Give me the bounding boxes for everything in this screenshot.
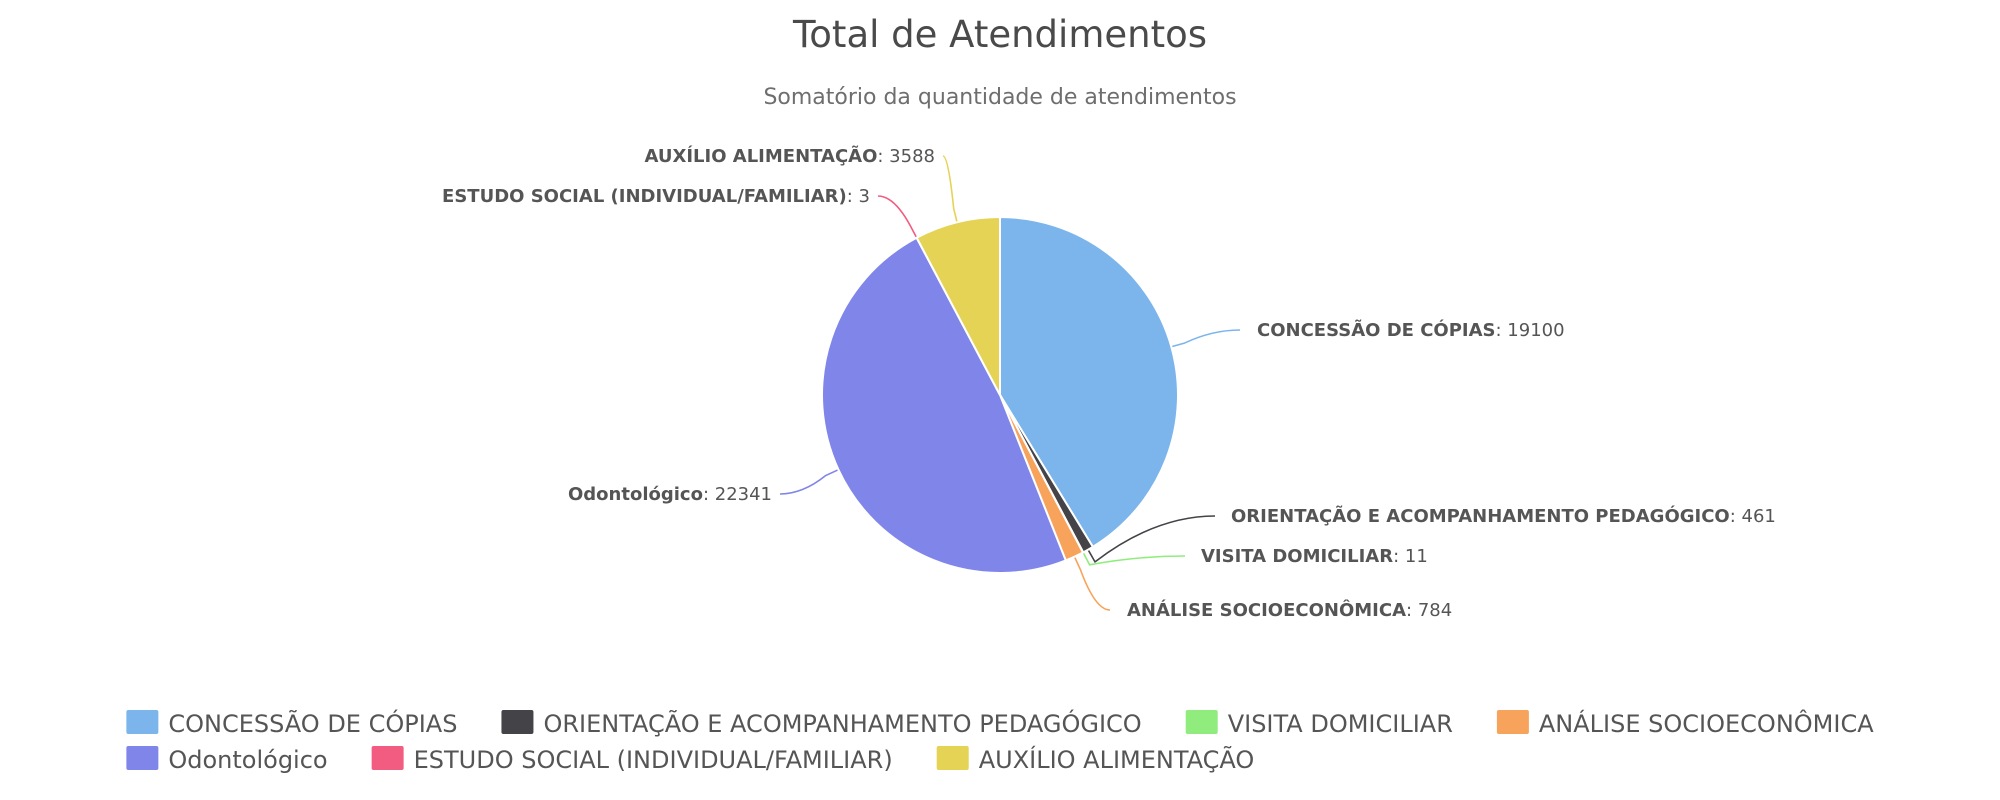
chart-title: Total de Atendimentos xyxy=(792,13,1207,56)
legend-item-auxilio-alimentacao[interactable]: AUXÍLIO ALIMENTAÇÃO xyxy=(936,744,1255,774)
connector-lines xyxy=(779,155,1241,611)
legend-label: AUXÍLIO ALIMENTAÇÃO xyxy=(979,744,1255,774)
legend-label: Odontológico xyxy=(168,746,327,774)
data-label-name: Odontológico xyxy=(568,484,703,505)
data-label-value: : 22341 xyxy=(703,484,772,505)
data-label-name: VISITA DOMICILIAR xyxy=(1201,546,1393,567)
data-label-odontologico: Odontológico: 22341 xyxy=(568,484,772,505)
data-label-concessao-de-copias: CONCESSÃO DE CÓPIAS: 19100 xyxy=(1257,318,1565,341)
data-labels: CONCESSÃO DE CÓPIAS: 19100 ORIENTAÇÃO E A… xyxy=(442,144,1776,621)
data-label-estudo-social-individual-familiar: ESTUDO SOCIAL (INDIVIDUAL/FAMILIAR): 3 xyxy=(442,186,870,207)
connector-line-orientacao-e-acompanhamento-pedagogico xyxy=(1087,515,1216,564)
legend-label: VISITA DOMICILIAR xyxy=(1228,710,1453,738)
legend-swatch xyxy=(126,710,159,734)
data-label-value: : 3588 xyxy=(877,146,935,167)
data-label-name: ESTUDO SOCIAL (INDIVIDUAL/FAMILIAR) xyxy=(442,186,847,207)
legend-item-odontologico[interactable]: Odontológico xyxy=(126,746,328,774)
legend-swatch xyxy=(501,710,534,734)
data-label-visita-domiciliar: VISITA DOMICILIAR: 11 xyxy=(1201,546,1428,567)
data-label-name: AUXÍLIO ALIMENTAÇÃO xyxy=(644,144,877,167)
pie-slice-concessao-de-copias[interactable] xyxy=(999,215,1179,549)
pie-slice-auxilio-alimentacao[interactable] xyxy=(915,215,1001,396)
data-label-name: CONCESSÃO DE CÓPIAS xyxy=(1257,318,1496,341)
data-label-auxilio-alimentacao: AUXÍLIO ALIMENTAÇÃO: 3588 xyxy=(644,144,935,167)
legend-label: CONCESSÃO DE CÓPIAS xyxy=(168,708,457,738)
pie-slice-odontologico[interactable] xyxy=(821,236,1068,575)
legend-item-visita-domiciliar[interactable]: VISITA DOMICILIAR xyxy=(1185,710,1453,738)
legend-swatch xyxy=(126,746,159,770)
connector-line-concessao-de-copias xyxy=(1171,329,1241,348)
legend-label: ORIENTAÇÃO E ACOMPANHAMENTO PEDAGÓGICO xyxy=(543,708,1141,738)
data-label-value: : 19100 xyxy=(1496,320,1565,341)
data-label-name: ANÁLISE SOCIOECONÔMICA xyxy=(1127,599,1406,621)
chart-legend: CONCESSÃO DE CÓPIAS ORIENTAÇÃO E ACOMPANH… xyxy=(126,708,1874,774)
connector-line-visita-domiciliar xyxy=(1082,552,1186,566)
connector-line-auxilio-alimentacao xyxy=(942,155,958,223)
chart-subtitle: Somatório da quantidade de atendimentos xyxy=(763,85,1236,110)
data-label-value: : 461 xyxy=(1730,506,1776,527)
data-label-name: ORIENTAÇÃO E ACOMPANHAMENTO PEDAGÓGICO xyxy=(1231,504,1730,527)
legend-swatch xyxy=(371,746,404,770)
legend-item-estudo-social-individual-familiar[interactable]: ESTUDO SOCIAL (INDIVIDUAL/FAMILIAR) xyxy=(371,746,893,774)
legend-label: ANÁLISE SOCIOECONÔMICA xyxy=(1539,708,1874,738)
legend-item-concessao-de-copias[interactable]: CONCESSÃO DE CÓPIAS xyxy=(126,708,457,738)
legend-swatch xyxy=(1185,710,1218,734)
legend-label: ESTUDO SOCIAL (INDIVIDUAL/FAMILIAR) xyxy=(414,746,893,774)
data-label-value: : 11 xyxy=(1393,546,1428,567)
pie-slices xyxy=(821,215,1179,575)
data-label-orientacao-e-acompanhamento-pedagogico: ORIENTAÇÃO E ACOMPANHAMENTO PEDAGÓGICO: … xyxy=(1231,504,1776,527)
connector-line-estudo-social-individual-familiar xyxy=(877,195,918,239)
legend-item-orientacao-e-acompanhamento-pedagogico[interactable]: ORIENTAÇÃO E ACOMPANHAMENTO PEDAGÓGICO xyxy=(501,708,1142,738)
legend-item-analise-socioeconomica[interactable]: ANÁLISE SOCIOECONÔMICA xyxy=(1496,708,1874,738)
legend-swatch xyxy=(1496,710,1529,734)
data-label-value: : 3 xyxy=(847,186,870,207)
legend-swatch xyxy=(936,746,969,770)
connector-line-odontologico xyxy=(779,468,839,495)
data-label-analise-socioeconomica: ANÁLISE SOCIOECONÔMICA: 784 xyxy=(1127,599,1452,621)
connector-line-analise-socioeconomica xyxy=(1073,556,1111,611)
data-label-value: : 784 xyxy=(1406,600,1452,621)
